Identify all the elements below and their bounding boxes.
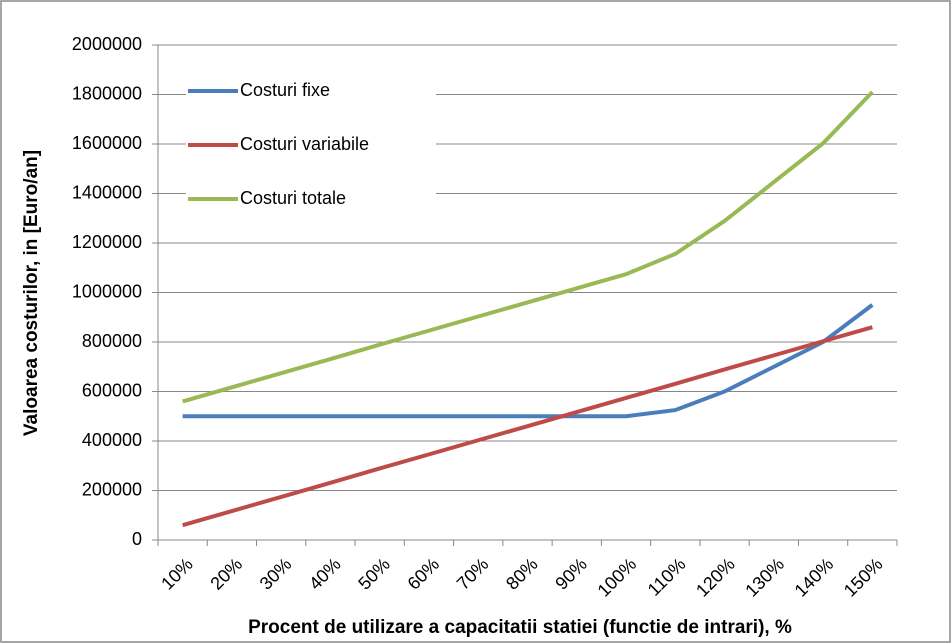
y-tick-label: 1000000 bbox=[72, 281, 142, 301]
x-axis-label: Procent de utilizare a capacitatii stati… bbox=[248, 617, 792, 638]
series-line bbox=[182, 325, 873, 528]
y-tick-label: 1400000 bbox=[72, 182, 142, 202]
y-tick-label: 1600000 bbox=[72, 133, 142, 153]
y-tick-label: 400000 bbox=[82, 430, 142, 450]
y-tick-label: 1800000 bbox=[72, 83, 142, 103]
y-tick-label: 0 bbox=[132, 529, 142, 549]
legend-label: Costuri totale bbox=[240, 188, 346, 208]
series-line bbox=[182, 90, 874, 404]
y-tick-label: 800000 bbox=[82, 331, 142, 351]
series-line bbox=[182, 303, 874, 419]
legend-label: Costuri fixe bbox=[240, 80, 330, 100]
y-tick-label: 1200000 bbox=[72, 232, 142, 252]
y-axis-label: Valoarea costurilor, in [Euro/an] bbox=[21, 150, 42, 436]
legend-label: Costuri variabile bbox=[240, 134, 369, 154]
y-tick-label: 600000 bbox=[82, 380, 142, 400]
y-tick-label: 2000000 bbox=[72, 34, 142, 54]
y-tick-label: 200000 bbox=[82, 479, 142, 499]
